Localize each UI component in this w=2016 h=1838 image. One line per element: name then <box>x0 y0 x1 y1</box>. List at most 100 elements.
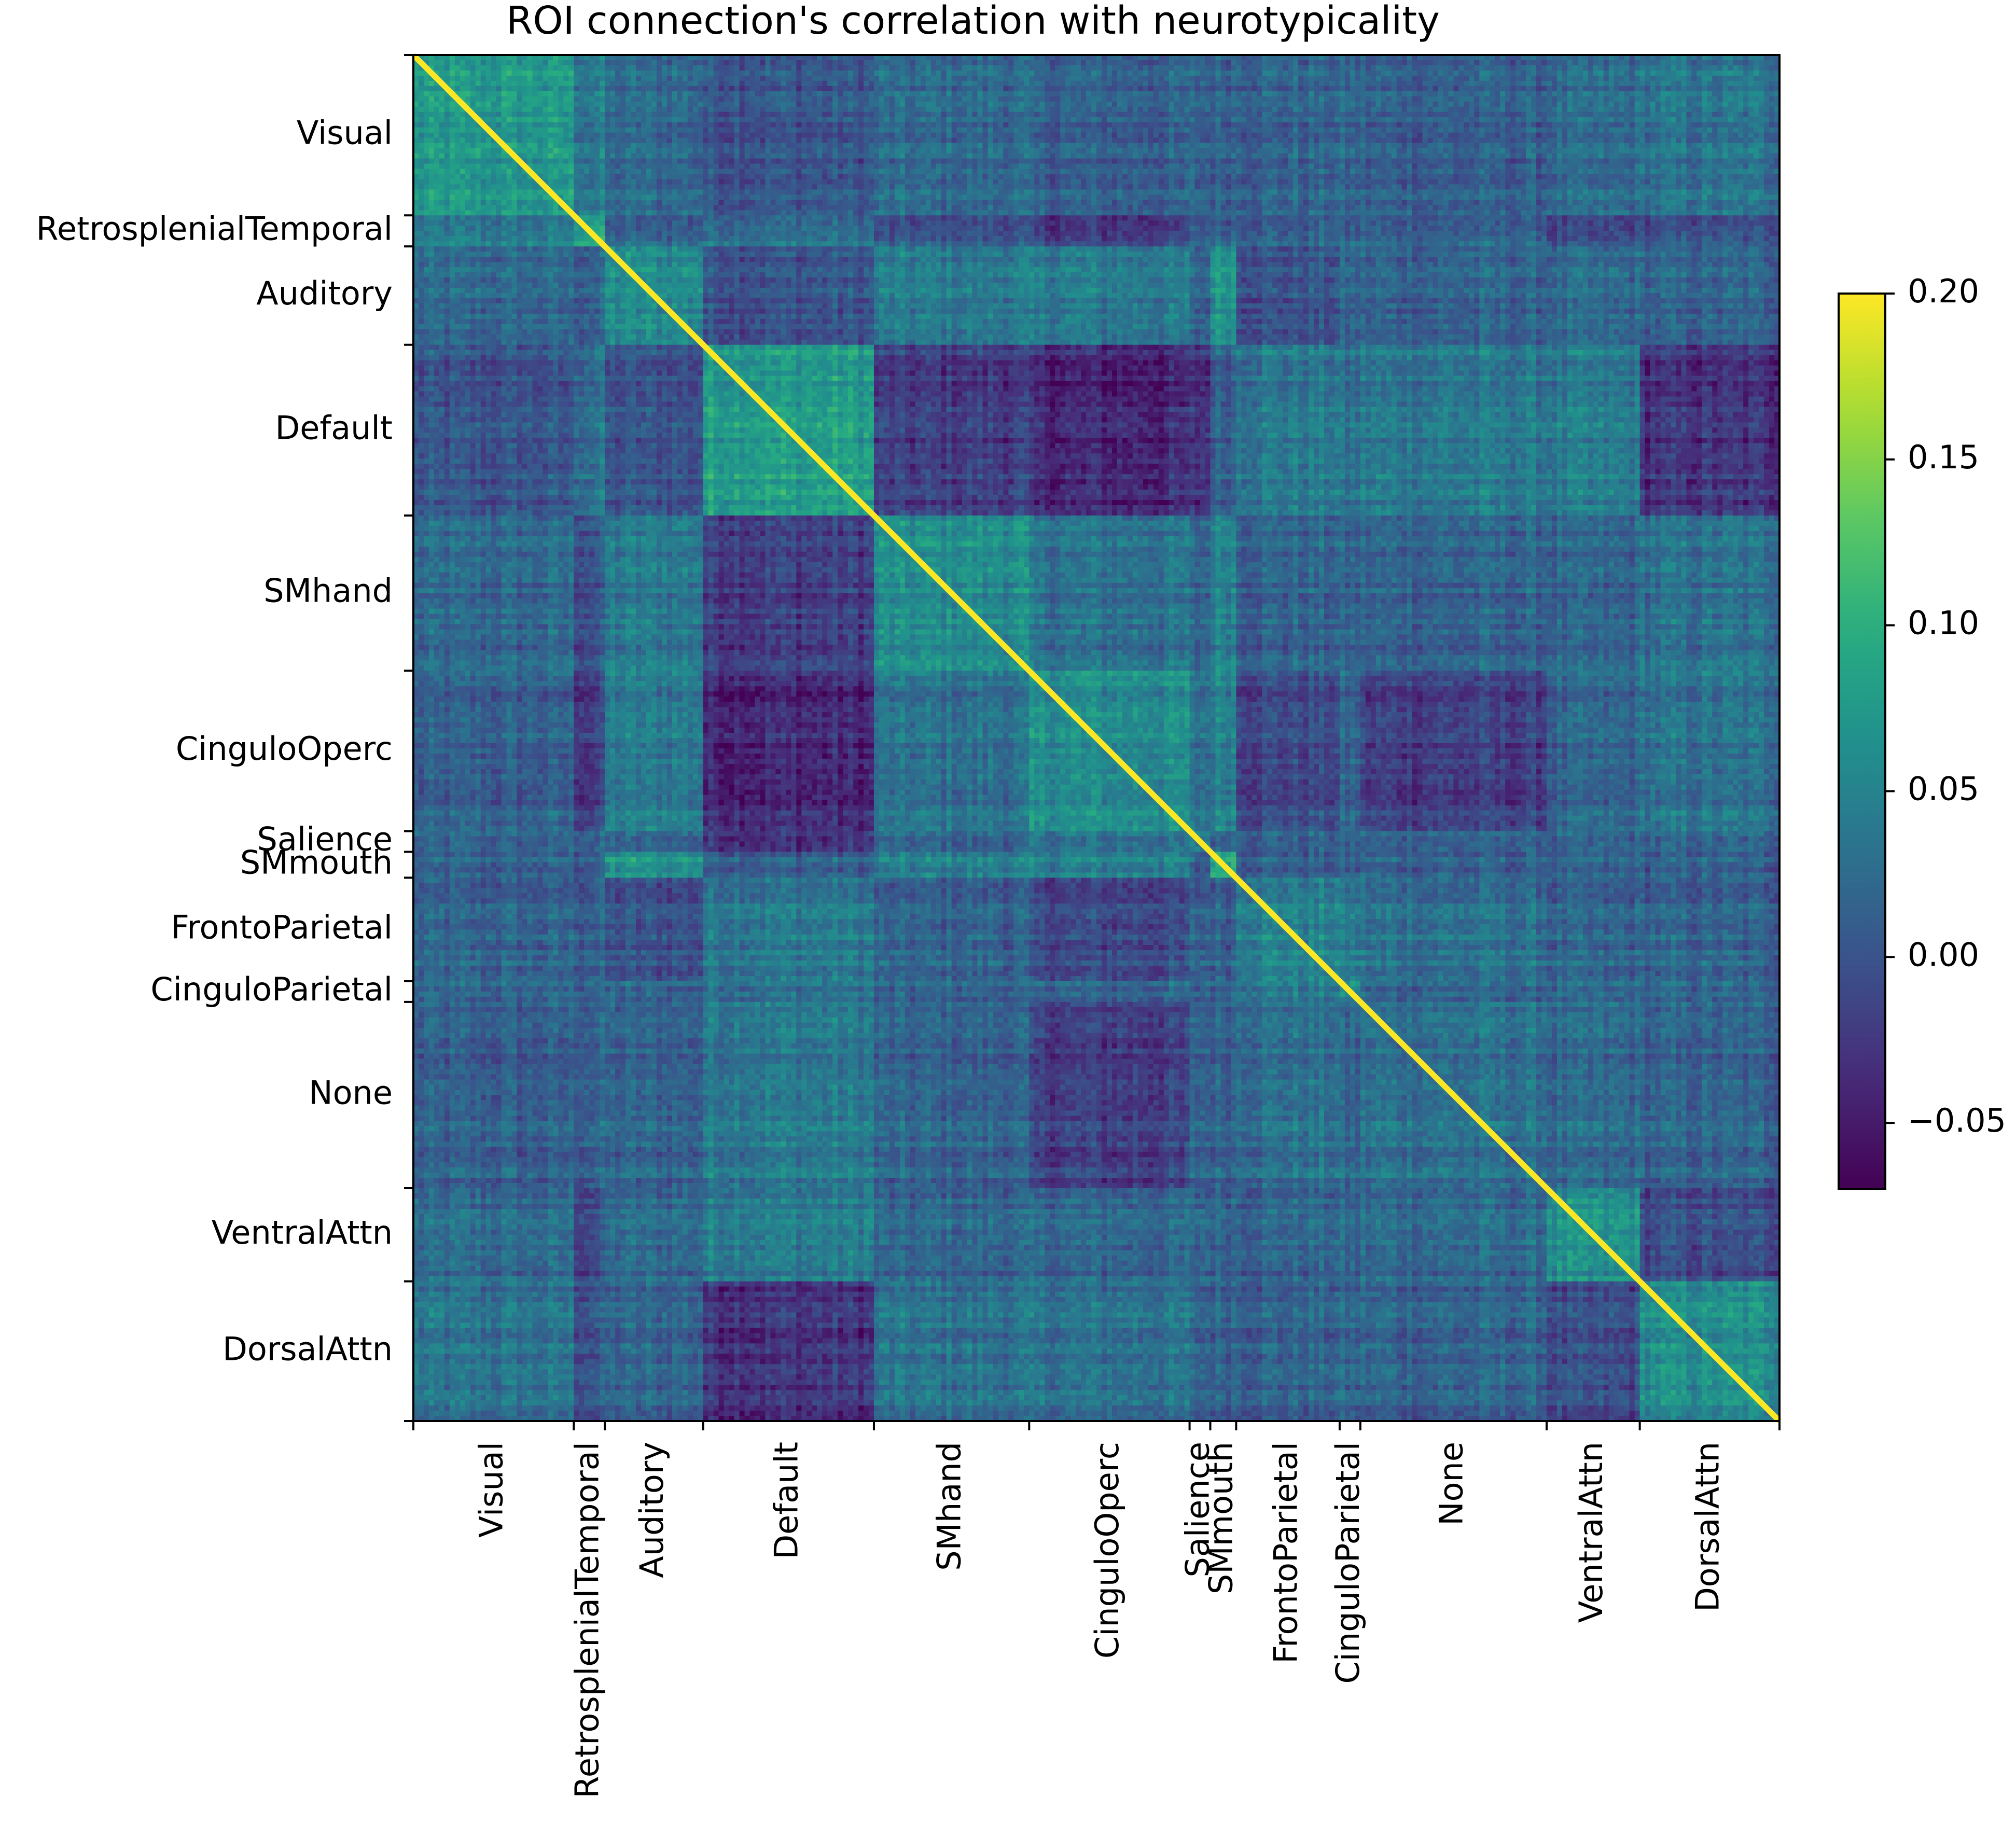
heatmap-cell <box>465 60 471 66</box>
heatmap-cell <box>677 65 683 71</box>
heatmap-cell <box>1029 60 1035 66</box>
heatmap-cell <box>476 60 481 66</box>
heatmap-cell <box>1609 60 1615 66</box>
heatmap-cell <box>1324 60 1330 66</box>
heatmap-cell <box>1759 60 1764 66</box>
heatmap-cell <box>574 65 579 71</box>
heatmap-cell <box>507 65 512 71</box>
heatmap-cell <box>915 60 921 66</box>
heatmap-cell <box>817 60 823 66</box>
heatmap-cell <box>921 60 926 66</box>
heatmap-cell <box>1604 60 1609 66</box>
heatmap-cell <box>615 65 621 71</box>
heatmap-cell <box>1402 60 1408 66</box>
heatmap-cell <box>1008 60 1014 66</box>
heatmap-cell <box>486 60 492 66</box>
heatmap-cell <box>677 60 683 66</box>
heatmap-cell <box>693 65 699 71</box>
heatmap-cell <box>1562 60 1568 66</box>
heatmap-cell <box>1386 60 1392 66</box>
heatmap-cell <box>507 60 512 66</box>
heatmap-cell <box>584 60 590 66</box>
heatmap-cell <box>620 65 626 71</box>
heatmap-cell <box>698 65 704 71</box>
heatmap-cell <box>926 60 931 66</box>
heatmap-cell <box>760 60 766 66</box>
heatmap-cell <box>1573 60 1578 66</box>
heatmap-cell <box>1185 60 1190 66</box>
heatmap-cell <box>688 60 693 66</box>
heatmap-cell <box>444 60 450 66</box>
heatmap-cell <box>1267 60 1273 66</box>
heatmap-cell <box>1314 60 1319 66</box>
heatmap-cell <box>1412 60 1418 66</box>
heatmap-cell <box>636 65 642 71</box>
heatmap-cell <box>1661 60 1666 66</box>
heatmap-cell <box>502 65 507 71</box>
heatmap-cell <box>1076 60 1081 66</box>
heatmap-cell <box>470 65 476 71</box>
heatmap-cell <box>631 60 636 66</box>
heatmap-cell <box>1541 60 1547 66</box>
heatmap-cell <box>683 60 688 66</box>
heatmap-cell <box>600 60 605 66</box>
heatmap-cell <box>532 65 538 71</box>
heatmap-cell <box>1536 60 1542 66</box>
heatmap-cell <box>537 60 543 66</box>
heatmap-cell <box>1257 60 1262 66</box>
heatmap-cell <box>589 60 595 66</box>
heatmap-cell <box>1003 60 1009 66</box>
heatmap-cell <box>1283 60 1288 66</box>
heatmap-cell <box>1039 60 1045 66</box>
heatmap-cell <box>1598 60 1604 66</box>
heatmap-cell <box>476 65 481 71</box>
heatmap-cell <box>512 65 518 71</box>
heatmap-cell <box>1236 60 1242 66</box>
heatmap-cell <box>481 65 486 71</box>
heatmap-cell <box>745 60 750 66</box>
heatmap-cell <box>972 60 978 66</box>
heatmap-cell <box>429 60 435 66</box>
heatmap-cell <box>1019 60 1024 66</box>
heatmap-cell <box>1547 60 1552 66</box>
heatmap-cell <box>740 60 745 66</box>
heatmap-cell <box>558 60 564 66</box>
heatmap-cell <box>1754 60 1759 66</box>
heatmap-cell <box>1469 60 1475 66</box>
heatmap-cell <box>1479 60 1485 66</box>
heatmap-cell <box>1345 60 1351 66</box>
heatmap-cell <box>714 60 719 66</box>
heatmap-cell <box>439 60 445 66</box>
heatmap-cell <box>667 60 673 66</box>
heatmap-cell <box>1624 60 1630 66</box>
heatmap-cell <box>1034 60 1040 66</box>
heatmap-cell <box>543 60 548 66</box>
heatmap-cell <box>1552 60 1558 66</box>
heatmap-cell <box>1433 60 1439 66</box>
heatmap-cell <box>993 60 998 66</box>
heatmap-cell <box>594 65 600 71</box>
heatmap-cell <box>724 60 730 66</box>
heatmap-cell <box>610 65 616 71</box>
heatmap-cell <box>662 60 668 66</box>
heatmap-cell <box>625 60 631 66</box>
heatmap-cell <box>781 60 786 66</box>
heatmap-cell <box>1174 60 1180 66</box>
heatmap-cell <box>1453 60 1459 66</box>
heatmap-cell <box>1334 60 1340 66</box>
heatmap-cell <box>698 60 704 66</box>
chart-title: ROI connection's correlation with neurot… <box>506 0 1440 43</box>
heatmap-cell <box>537 65 543 71</box>
heatmap-cell <box>1211 60 1216 66</box>
heatmap-cell <box>527 60 533 66</box>
heatmap-cell <box>1681 60 1687 66</box>
heatmap-cell <box>522 60 528 66</box>
heatmap-cell <box>822 60 828 66</box>
heatmap-cell <box>1122 60 1128 66</box>
heatmap-cell <box>1262 60 1268 66</box>
heatmap-cell <box>450 65 455 71</box>
heatmap-cell <box>983 60 989 66</box>
heatmap-cell <box>486 65 492 71</box>
heatmap-cell <box>952 60 957 66</box>
heatmap-cell <box>1697 60 1702 66</box>
